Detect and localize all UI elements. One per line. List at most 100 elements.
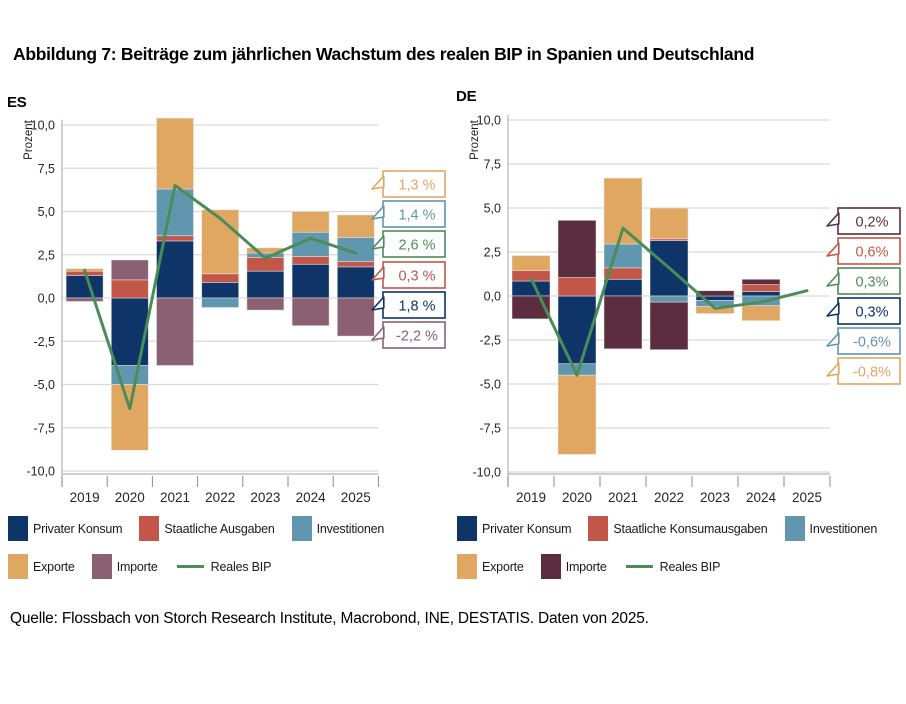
callout-arrow-icon bbox=[371, 175, 385, 190]
callout-value: -0,6% bbox=[853, 335, 891, 351]
x-tick-label: 2019 bbox=[516, 490, 546, 505]
x-tick-label: 2020 bbox=[562, 490, 592, 505]
legend-row: Exporte Importe Reales BIP bbox=[8, 554, 453, 579]
gdp-line bbox=[529, 226, 809, 377]
legend-label: Reales BIP bbox=[659, 559, 721, 574]
legend-line-icon bbox=[625, 565, 653, 568]
bar-segment bbox=[156, 297, 194, 366]
callout-value: 1,8 % bbox=[398, 299, 435, 315]
bar-segment bbox=[603, 295, 643, 350]
callout-box bbox=[382, 200, 446, 228]
legend-item: Exporte bbox=[8, 554, 75, 579]
callout-value: -0,8% bbox=[853, 365, 891, 381]
legend-item: Staatliche Ausgaben bbox=[139, 516, 275, 541]
legend-label: Privater Konsum bbox=[482, 521, 572, 536]
bar-segment bbox=[336, 297, 375, 337]
x-tick-label: 2021 bbox=[160, 490, 190, 505]
callout-arrow-icon bbox=[826, 242, 840, 257]
callout-value: 2,6 % bbox=[398, 238, 435, 254]
y-tick-label: 10,0 bbox=[31, 119, 55, 133]
bar-segment bbox=[110, 259, 149, 281]
legend-item: Importe bbox=[91, 554, 158, 579]
bar-segment bbox=[291, 256, 330, 265]
callout-box bbox=[382, 321, 446, 349]
bar-segment bbox=[201, 273, 240, 283]
callout-value: -2,2 % bbox=[396, 329, 438, 345]
legend-row: Exporte Importe Reales BIP bbox=[457, 554, 902, 579]
callout-arrow-icon bbox=[826, 302, 840, 317]
bar-segment bbox=[201, 282, 240, 299]
bar-segment bbox=[156, 235, 194, 242]
legend-swatch-icon bbox=[291, 516, 312, 541]
bar-segment bbox=[291, 211, 330, 233]
bar-segment bbox=[291, 263, 330, 299]
callout-value: 0,2% bbox=[855, 215, 888, 231]
y-tick-label: 7,5 bbox=[38, 162, 55, 176]
bar-segment bbox=[246, 270, 285, 299]
bar-segment bbox=[511, 280, 551, 297]
legend-item: Staatliche Konsumausgaben bbox=[588, 516, 768, 541]
callout-arrow-icon bbox=[371, 326, 385, 341]
y-tick-label: -5,0 bbox=[479, 378, 501, 392]
y-tick-label: -10,0 bbox=[473, 466, 502, 480]
legend-item: Privater Konsum bbox=[457, 516, 572, 541]
bar-segment bbox=[603, 177, 643, 245]
callout-box bbox=[382, 230, 446, 258]
es-chart: -10,0 -7,5 -5,0 -2,5 0,0 2,5 5,0 7,5 10,0Prozent… bbox=[23, 117, 446, 505]
legend-label: Privater Konsum bbox=[33, 521, 123, 536]
y-tick-label: -2,5 bbox=[33, 335, 55, 349]
callout-arrow-icon bbox=[826, 362, 840, 377]
y-axis-labels: -10,0 -7,5 -5,0 -2,5 0,0 2,5 5,0 7,5 10,0 bbox=[27, 119, 56, 479]
bar-segment bbox=[557, 277, 597, 297]
x-tick-label: 2020 bbox=[115, 490, 145, 505]
legend-swatch-icon bbox=[91, 554, 112, 579]
y-tick-label: 7,5 bbox=[484, 158, 501, 172]
x-axis-labels: 2019 2020 2021 2022 2023 2024 2025 bbox=[70, 490, 371, 505]
legend-label: Investitionen bbox=[809, 521, 878, 536]
legend-swatch-icon bbox=[8, 554, 28, 579]
callout-value: 1,4 % bbox=[398, 208, 435, 224]
bar-segment bbox=[603, 243, 643, 269]
source-note: Quelle: Flossbach von Storch Research In… bbox=[10, 610, 649, 627]
legend-label: Exporte bbox=[482, 559, 524, 574]
x-axis-labels: 2019 2020 2021 2022 2023 2024 2025 bbox=[516, 490, 822, 505]
bar-segment bbox=[110, 279, 149, 299]
legend-row: Privater Konsum Staatliche Ausgaben Invest… bbox=[8, 516, 453, 541]
bar-segment bbox=[65, 275, 104, 299]
bar-segment bbox=[156, 188, 194, 237]
x-tick-label: 2024 bbox=[296, 490, 327, 505]
x-tick-label: 2022 bbox=[654, 490, 684, 505]
y-axis-title: Prozent bbox=[469, 119, 481, 159]
legend-item: Investitionen bbox=[784, 516, 878, 541]
bar-segment bbox=[649, 295, 689, 303]
es-legend: Privater Konsum Staatliche Ausgaben Invest… bbox=[8, 516, 453, 592]
y-tick-label: -2,5 bbox=[479, 334, 501, 348]
callout-labels: 0,2% 0,6% 0,3% 0,3% -0,6% -0,8% bbox=[826, 207, 901, 385]
callout-arrow-icon bbox=[371, 296, 385, 311]
bar-segment bbox=[291, 297, 330, 327]
legend-label: Staatliche Konsumausgaben bbox=[613, 521, 768, 536]
y-tick-label: 2,5 bbox=[484, 246, 501, 260]
y-tick-label: -10,0 bbox=[27, 465, 56, 479]
bar-segment bbox=[110, 384, 149, 451]
de-chart: -10,0 -7,5 -5,0 -2,5 0,0 2,5 5,0 7,5 10,0Prozent… bbox=[469, 114, 901, 505]
callout-value: 0,3% bbox=[855, 305, 888, 321]
y-tick-label: 0,0 bbox=[38, 292, 55, 306]
bar-segment bbox=[603, 278, 643, 297]
bar-segment bbox=[741, 278, 781, 285]
legend-item: Importe bbox=[540, 554, 607, 579]
x-tick-label: 2025 bbox=[792, 490, 822, 505]
chart-heading-es: ES bbox=[7, 94, 27, 111]
x-axis-ticks bbox=[507, 476, 831, 487]
x-tick-label: 2023 bbox=[250, 490, 280, 505]
bar-segment bbox=[741, 305, 781, 321]
y-tick-label: 5,0 bbox=[38, 205, 55, 219]
callout-box bbox=[382, 291, 446, 319]
callout-box bbox=[382, 170, 446, 198]
callout-arrow-icon bbox=[371, 205, 385, 220]
x-tick-label: 2019 bbox=[70, 490, 100, 505]
legend-label: Staatliche Ausgaben bbox=[164, 521, 275, 536]
callout-box bbox=[837, 357, 901, 385]
legend-swatch-icon bbox=[588, 516, 609, 541]
